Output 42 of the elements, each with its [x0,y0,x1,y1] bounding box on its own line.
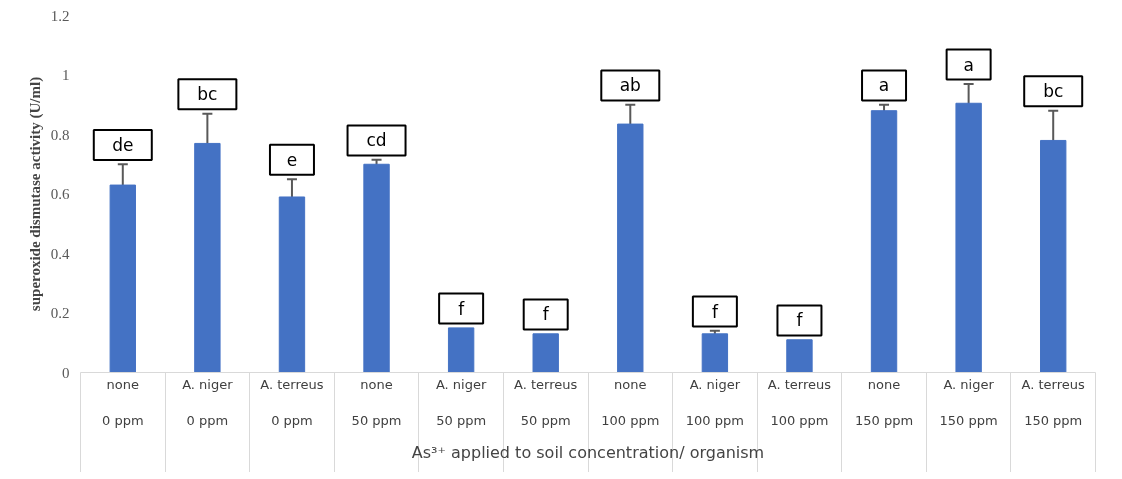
y-tick-label: 1 [62,67,70,83]
category-label: A. niger 150 ppm [939,376,998,428]
category-label: none 150 ppm [854,376,914,428]
data-label: f [542,304,550,325]
category-label: none 50 ppm [351,376,402,428]
data-label: e [286,150,298,171]
bar [278,196,306,373]
data-label: f [711,301,719,322]
data-label: a [878,75,890,96]
bar [701,333,729,373]
bar [194,142,221,373]
category-label: A. terreus 50 ppm [514,376,578,428]
category-label: none 0 ppm [102,376,144,428]
data-label: cd [366,130,387,151]
data-label: f [458,298,466,319]
category-label: A. terreus 150 ppm [1021,376,1085,428]
y-tick-label: 0.2 [50,305,70,321]
bar [617,123,644,373]
data-label: a [963,54,974,75]
category-label: A. terreus 100 ppm [767,376,832,428]
bar [1040,139,1067,373]
bar [109,184,136,373]
y-tick-label: 0.4 [50,245,70,262]
y-tick-label: 0.8 [50,126,70,143]
data-label: ab [619,75,641,96]
category-label: A. niger 0 ppm [182,376,233,428]
x-axis-title: As³⁺ applied to soil concentration/ organism [411,442,765,462]
data-label: f [796,310,804,331]
bar [955,102,982,373]
category-label: none 100 ppm [601,376,660,428]
y-tick-label: 0.6 [50,186,70,202]
bar [870,110,898,373]
data-label: bc [197,84,218,105]
y-tick-label: 1.2 [50,7,70,24]
category-label: A. terreus 0 ppm [260,376,324,428]
data-label: de [112,134,134,155]
category-label: A. niger 100 ppm [685,376,744,428]
category-label: A. niger 50 ppm [435,376,487,428]
bar [363,163,390,373]
data-label: bc [1043,81,1064,102]
y-axis-title: superoxide dismutase activity (U/ml) [26,76,44,312]
y-tick-label: 0 [62,364,70,381]
